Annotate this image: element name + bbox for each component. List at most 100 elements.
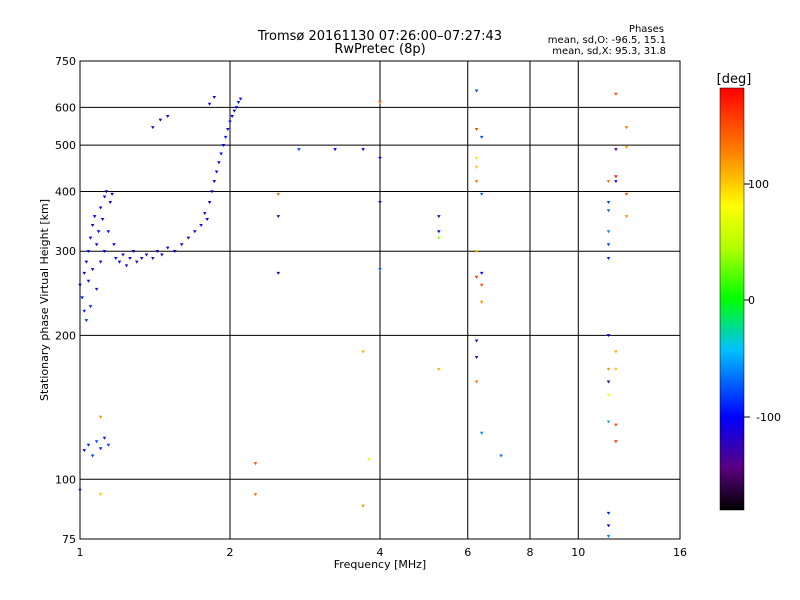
echo-point <box>98 206 103 210</box>
echo-point <box>165 114 170 118</box>
echo-point <box>90 454 95 458</box>
echo-point <box>499 454 503 458</box>
stats-o-mode: mean, sd,O: -96.5, 15.1 <box>548 35 666 46</box>
echo-point <box>193 230 197 234</box>
echo-point <box>139 257 144 261</box>
echo-point <box>207 102 212 106</box>
echo-point <box>253 462 258 466</box>
echo-point <box>202 212 207 216</box>
echo-point <box>474 180 479 184</box>
echo-point <box>479 431 484 435</box>
echo-point <box>606 524 611 528</box>
echo-point <box>474 275 479 279</box>
y-tick-label: 400 <box>55 185 76 198</box>
echo-point <box>361 350 365 354</box>
echo-point <box>378 100 382 104</box>
echo-point <box>624 215 629 219</box>
echo-point <box>82 449 87 453</box>
echo-point <box>276 215 281 219</box>
echo-point <box>131 250 136 254</box>
echo-point <box>437 230 441 234</box>
echo-point <box>614 148 618 152</box>
echo-point <box>606 257 611 261</box>
echo-point <box>144 253 149 257</box>
echo-point <box>297 148 301 152</box>
echo-point <box>90 224 95 228</box>
echo-point <box>606 209 611 213</box>
echo-point <box>606 393 611 397</box>
echo-point <box>474 127 479 131</box>
echo-point <box>606 243 611 247</box>
echo-point <box>94 243 99 247</box>
echo-point <box>624 146 629 150</box>
echo-point <box>276 192 281 196</box>
echo-point <box>112 243 116 247</box>
echo-point <box>276 271 281 275</box>
echo-point <box>230 114 234 118</box>
y-tick-label: 200 <box>55 329 76 342</box>
colorbar-tick-100: 100 <box>748 178 769 191</box>
echo-point <box>606 380 611 384</box>
echo-point <box>333 148 337 152</box>
echo-point <box>186 236 191 240</box>
echo-point <box>94 440 99 444</box>
echo-point <box>82 309 87 313</box>
stats-x-mode: mean, sd,X: 95.3, 31.8 <box>552 46 666 57</box>
echo-point <box>437 367 441 371</box>
echo-point <box>606 511 611 515</box>
x-axis-ticks: 1 2 4 6 8 10 16 <box>77 546 688 559</box>
grid-lines <box>80 61 680 539</box>
echo-point <box>92 215 97 219</box>
echo-point <box>606 200 611 204</box>
echo-point <box>474 156 479 160</box>
chart-title: Tromsø 20161130 07:26:00–07:27:43 <box>257 29 502 44</box>
echo-point <box>474 89 479 93</box>
colorbar-tick-0: 0 <box>748 294 755 307</box>
x-tick-label: 8 <box>527 546 534 559</box>
echo-point <box>437 236 441 240</box>
data-points <box>78 89 629 539</box>
echo-point <box>102 436 107 440</box>
echo-point <box>98 447 103 451</box>
echo-point <box>219 152 223 156</box>
echo-point <box>199 224 203 228</box>
x-axis-label: Frequency [MHz] <box>334 558 426 571</box>
echo-point <box>106 230 111 234</box>
echo-point <box>474 356 479 360</box>
x-tick-label: 16 <box>673 546 687 559</box>
echo-point <box>234 106 239 110</box>
echo-point <box>614 350 618 354</box>
echo-point <box>210 190 214 194</box>
echo-point <box>94 287 99 291</box>
echo-point <box>614 180 618 184</box>
echo-point <box>86 279 91 283</box>
echo-point <box>90 268 95 272</box>
echo-point <box>128 257 132 261</box>
echo-point <box>624 192 629 196</box>
echo-point <box>479 135 484 139</box>
x-tick-label: 1 <box>77 546 84 559</box>
colorbar-unit-label: [deg] <box>717 72 752 87</box>
echo-point <box>86 443 91 447</box>
echo-point <box>474 250 479 254</box>
echo-point <box>82 271 87 275</box>
echo-point <box>102 250 107 254</box>
echo-point <box>479 300 484 304</box>
echo-point <box>378 268 382 272</box>
echo-point <box>232 109 237 113</box>
echo-point <box>158 118 163 122</box>
echo-point <box>361 504 365 508</box>
echo-point <box>217 161 221 165</box>
echo-point <box>361 148 365 152</box>
echo-point <box>606 180 611 184</box>
echo-point <box>151 257 155 261</box>
y-tick-label: 750 <box>55 55 76 68</box>
y-tick-label: 75 <box>62 533 76 546</box>
chart-subtitle: RwPretec (8p) <box>334 42 425 57</box>
echo-point <box>253 493 258 497</box>
echo-point <box>614 423 618 427</box>
echo-point <box>96 230 101 234</box>
echo-point <box>117 260 122 264</box>
y-axis-ticks: 75 100 200 300 400 500 600 750 <box>55 55 76 546</box>
